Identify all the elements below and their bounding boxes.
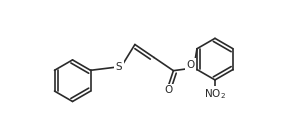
Text: O: O [186, 60, 194, 69]
Text: S: S [115, 62, 122, 72]
Text: NO$_2$: NO$_2$ [204, 87, 226, 101]
Text: O: O [165, 85, 173, 95]
